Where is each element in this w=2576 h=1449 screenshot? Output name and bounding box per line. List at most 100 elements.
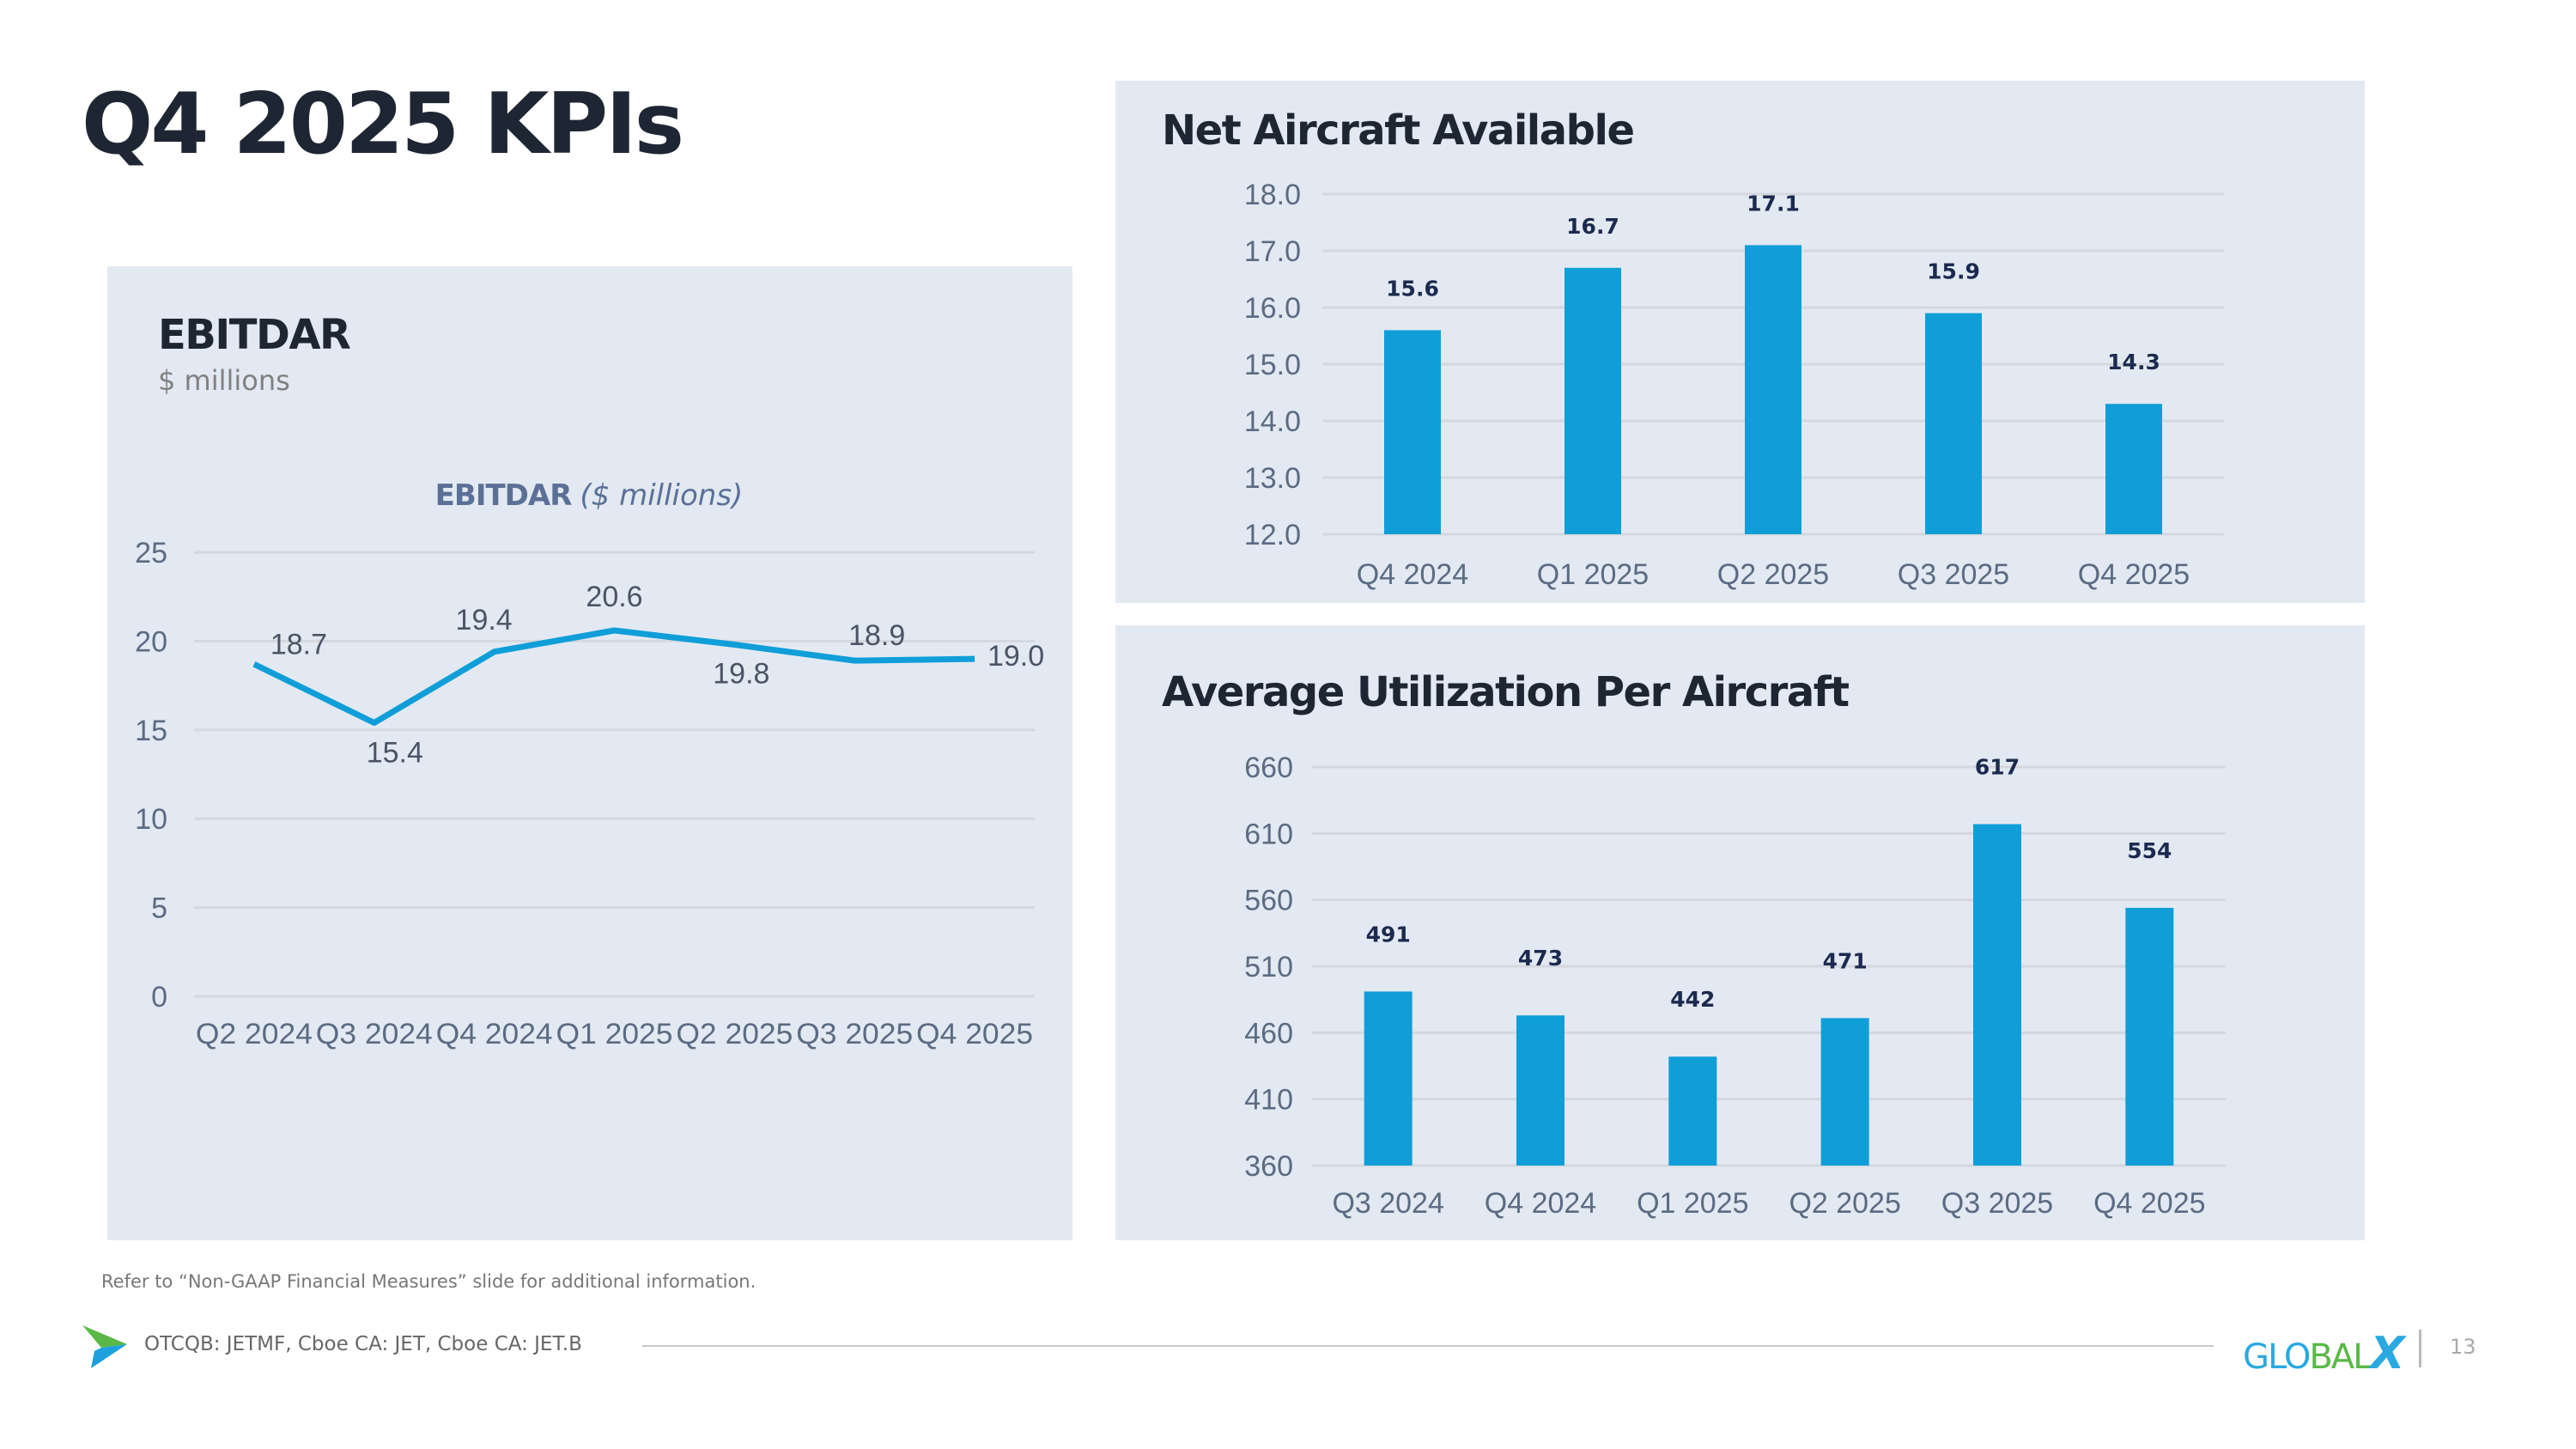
bar — [1516, 1015, 1564, 1166]
ebitdar-series — [252, 627, 975, 727]
x-tick-label: Q4 2024 — [1357, 558, 1468, 591]
bar-data-label: 15.6 — [1386, 276, 1439, 301]
y-tick-label: 410 — [1244, 1084, 1293, 1117]
y-tick-label: 25 — [135, 537, 167, 569]
x-tick-label: Q3 2024 — [1332, 1187, 1443, 1220]
net-aircraft-bars — [1384, 245, 2162, 534]
bar — [1973, 824, 2021, 1166]
ebitdar-y-axis: 0 5 10 15 20 25 — [135, 537, 167, 1014]
x-tick-label: Q1 2025 — [1637, 1187, 1748, 1220]
ticker-symbols: OTCQB: JETMF, Cboe CA: JET, Cboe CA: JET… — [144, 1333, 582, 1355]
y-tick-label: 12.0 — [1244, 519, 1301, 551]
bar-data-label: 14.3 — [2107, 350, 2160, 374]
y-tick-label: 10 — [135, 803, 167, 836]
y-tick-label: 14.0 — [1244, 405, 1301, 438]
globalx-logo-part1: GLO — [2243, 1337, 2311, 1377]
bar-data-label: 473 — [1518, 946, 1563, 971]
ebitdar-line — [252, 627, 975, 727]
x-tick-label: Q1 2025 — [1537, 558, 1649, 591]
y-tick-label: 16.0 — [1244, 292, 1301, 325]
footer-divider — [642, 1345, 2214, 1347]
y-tick-label: 20 — [135, 625, 167, 658]
utilization-panel-title: Average Utilization Per Aircraft — [1162, 668, 1850, 716]
net-aircraft-panel-title: Net Aircraft Available — [1162, 107, 1635, 155]
line-data-label: 20.6 — [586, 581, 642, 613]
y-tick-label: 560 — [1244, 885, 1293, 917]
net-aircraft-data-labels: 15.6 16.7 17.1 15.9 14.3 — [1386, 191, 2160, 374]
ebitdar-chart-title-suffix: ($ millions) — [580, 478, 743, 513]
y-tick-label: 17.0 — [1244, 235, 1301, 268]
utilization-bars — [1364, 824, 2174, 1166]
bar — [2125, 907, 2174, 1166]
ebitdar-panel-subtitle: $ millions — [158, 364, 290, 397]
x-tick-label: Q1 2025 — [556, 1018, 673, 1050]
ebitdar-gridlines — [194, 551, 1035, 998]
y-tick-label: 660 — [1244, 752, 1293, 784]
bar-data-label: 15.9 — [1927, 259, 1980, 284]
line-data-label: 18.9 — [848, 619, 905, 652]
y-tick-label: 460 — [1244, 1017, 1293, 1050]
y-tick-label: 5 — [151, 892, 167, 925]
slide-title: Q4 2025 KPIs — [82, 76, 684, 174]
ebitdar-panel-title: EBITDAR — [158, 311, 351, 359]
ebitdar-chart-title: EBITDAR ($ millions) — [435, 478, 744, 513]
x-tick-label: Q4 2024 — [436, 1018, 553, 1050]
bar-data-label: 617 — [1975, 755, 2020, 780]
company-logo-arrow-icon — [82, 1325, 127, 1368]
bar — [1384, 330, 1441, 534]
y-tick-label: 610 — [1244, 818, 1293, 850]
y-tick-label: 15.0 — [1244, 349, 1301, 381]
line-data-label: 19.8 — [713, 658, 769, 691]
x-tick-label: Q4 2025 — [2078, 558, 2190, 591]
page-number: 13 — [2450, 1335, 2476, 1359]
ebitdar-panel: EBITDAR $ millions — [107, 266, 1072, 1240]
x-tick-label: Q3 2025 — [1898, 558, 2009, 591]
bar — [1564, 267, 1621, 534]
bar — [1925, 313, 1982, 534]
bar-data-label: 471 — [1823, 948, 1868, 973]
globalx-logo-part2: BAL — [2309, 1337, 2372, 1377]
bar — [2105, 404, 2162, 534]
x-tick-label: Q3 2025 — [1941, 1187, 2053, 1220]
utilization-y-axis: 360 410 460 510 560 610 660 — [1244, 752, 1293, 1183]
x-tick-label: Q4 2025 — [916, 1018, 1033, 1050]
globalx-logo-x: X — [2370, 1328, 2404, 1379]
bar — [1364, 991, 1413, 1166]
x-tick-label: Q2 2025 — [1789, 1187, 1900, 1220]
line-data-label: 19.4 — [456, 604, 513, 636]
utilization-gridlines — [1312, 765, 2226, 1167]
bar-data-label: 17.1 — [1747, 191, 1800, 216]
line-data-label: 19.0 — [987, 640, 1044, 673]
bar-data-label: 16.7 — [1566, 214, 1619, 239]
x-tick-label: Q3 2025 — [796, 1018, 913, 1050]
net-aircraft-y-axis: 12.0 13.0 14.0 15.0 16.0 17.0 18.0 — [1244, 179, 1301, 551]
x-tick-label: Q3 2024 — [316, 1018, 433, 1050]
bar — [1745, 245, 1801, 534]
utilization-data-labels: 491 473 442 471 617 554 — [1366, 755, 2172, 1013]
bar — [1668, 1056, 1717, 1166]
y-tick-label: 15 — [135, 715, 167, 747]
x-tick-label: Q2 2025 — [1717, 558, 1829, 591]
x-tick-label: Q2 2024 — [196, 1018, 313, 1050]
line-data-label: 15.4 — [367, 737, 423, 770]
x-tick-label: Q4 2025 — [2093, 1187, 2205, 1220]
y-tick-label: 0 — [151, 981, 167, 1014]
ebitdar-data-labels: 18.7 15.4 19.4 20.6 19.8 18.9 19.0 — [270, 581, 1044, 770]
bar-data-label: 442 — [1670, 987, 1715, 1012]
bar — [1820, 1018, 1869, 1166]
bar-data-label: 554 — [2127, 838, 2172, 863]
ebitdar-x-axis: Q2 2024 Q3 2024 Q4 2024 Q1 2025 Q2 2025 Q3 20… — [196, 1018, 1033, 1050]
ebitdar-chart-title-main: EBITDAR — [435, 478, 573, 513]
x-tick-label: Q2 2025 — [676, 1018, 793, 1050]
net-aircraft-x-axis: Q4 2024 Q1 2025 Q2 2025 Q3 2025 Q4 2025 — [1357, 558, 2190, 591]
bar-data-label: 491 — [1366, 922, 1411, 947]
line-data-label: 18.7 — [270, 628, 327, 661]
globalx-logo: GLOBALX — [2243, 1328, 2405, 1379]
footer-separator — [2419, 1330, 2421, 1367]
utilization-x-axis: Q3 2024 Q4 2024 Q1 2025 Q2 2025 Q3 2025 Q4 20… — [1332, 1187, 2205, 1220]
y-tick-label: 510 — [1244, 951, 1293, 983]
non-gaap-footnote: Refer to “Non-GAAP Financial Measures” s… — [101, 1271, 756, 1292]
